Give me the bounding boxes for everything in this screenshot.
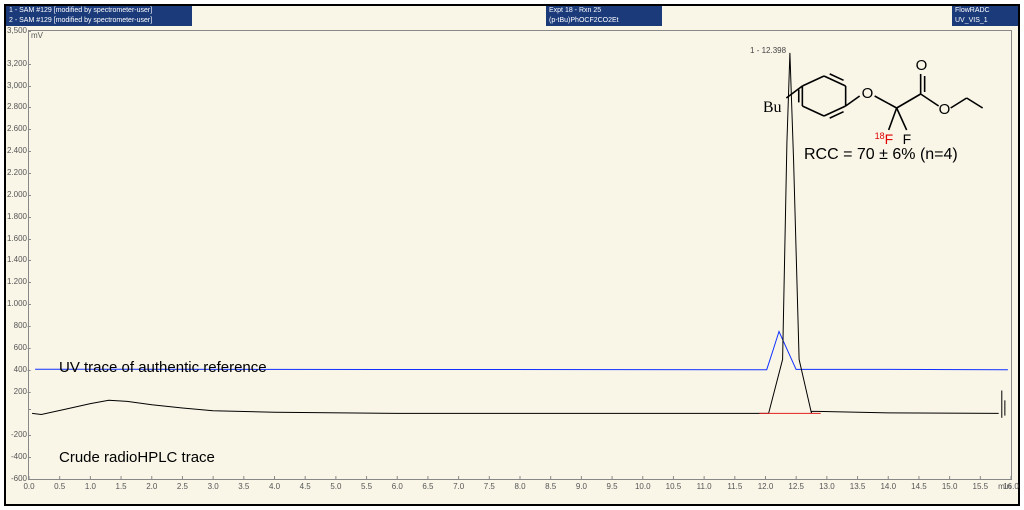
x-tick-label: 12.0 [758,482,774,491]
hdr-row1-center: Expt 18 - Rxn 25 [546,6,662,16]
y-tick-label: 1.800 [7,213,27,221]
x-tick-label: 0.0 [23,482,34,491]
x-tick-label: 10.0 [635,482,651,491]
x-tick-label: 9.0 [576,482,587,491]
x-tick-label: 3.0 [208,482,219,491]
x-tick-label: 4.5 [300,482,311,491]
chromatogram-frame: 1 - SAM #129 [modified by spectrometer-u… [4,4,1020,506]
svg-text:O: O [916,57,928,74]
software-header: 1 - SAM #129 [modified by spectrometer-u… [6,6,1018,26]
x-tick-label: 10.5 [666,482,682,491]
x-tick-label: 11.5 [727,482,742,491]
rcc-value: RCC = 70 ± 6% (n=4) [804,146,958,164]
svg-text:F: F [903,131,912,144]
y-tick-label: 2.400 [7,147,27,155]
y-tick-label: 1.600 [7,235,27,243]
x-tick-label: 8.0 [514,482,525,491]
x-tick-label: 5.0 [330,482,341,491]
x-tick-label: 14.0 [880,482,896,491]
hdr-row1-left: 1 - SAM #129 [modified by spectrometer-u… [6,6,192,16]
x-tick-label: 1.0 [85,482,96,491]
y-tick-label: 1.200 [7,278,27,286]
y-tick-label: 1.400 [7,256,27,264]
chemical-structure: tBu O 18F F O O [764,34,994,144]
x-tick-label: 2.5 [177,482,188,491]
x-tick-label: 2.0 [146,482,157,491]
x-tick-label: 15.0 [942,482,958,491]
svg-text:O: O [862,85,874,102]
x-tick-label: 5.5 [361,482,372,491]
x-tick-label: 13.5 [850,482,866,491]
hdr-row2-right: UV_VIS_1 [952,16,1018,26]
y-tick-label: 3,200 [7,60,27,68]
y-tick-label: 2.800 [7,103,27,111]
x-tick-label: 12.5 [788,482,804,491]
y-tick-label: 2.000 [7,191,27,199]
y-tick-label: 600 [14,344,27,352]
x-tick-label: 14.5 [911,482,927,491]
y-tick-label: 800 [14,322,27,330]
y-tick-label: 200 [14,388,27,396]
hdr-row2-left: 2 - SAM #129 [modified by spectrometer-u… [6,16,192,26]
x-tick-label: 13.0 [819,482,835,491]
y-tick-label: 2.200 [7,169,27,177]
svg-text:18F: 18F [875,131,894,144]
x-tick-label: 16.0 [1003,482,1019,491]
y-tick-label: 1.000 [7,300,27,308]
x-tick-label: 8.5 [545,482,556,491]
x-tick-label: 9.5 [607,482,618,491]
uv-trace-label: UV trace of authentic reference [59,359,267,376]
hdr-row2-center: (p-tBu)PhOCF2CO2Et [546,16,662,26]
y-tick-label: -400 [11,453,27,461]
x-tick-label: 7.0 [453,482,464,491]
y-tick-label: 400 [14,366,27,374]
x-tick-label: 1.5 [116,482,127,491]
svg-text:tBu: tBu [764,99,781,116]
y-tick-label: -200 [11,431,27,439]
y-tick-label: 2.600 [7,125,27,133]
x-tick-label: 6.0 [392,482,403,491]
x-tick-label: 0.5 [54,482,65,491]
x-tick-label: 4.0 [269,482,280,491]
y-tick-label: 3,000 [7,82,27,90]
x-tick-label: 3.5 [238,482,249,491]
x-tick-label: 7.5 [484,482,495,491]
x-tick-label: 15.5 [973,482,989,491]
crude-trace-label: Crude radioHPLC trace [59,449,215,466]
hdr-row1-right: FlowRADC [952,6,1018,16]
x-tick-label: 11.0 [697,482,712,491]
y-tick-label: 3,500 [7,27,27,35]
svg-text:O: O [939,101,951,118]
x-tick-label: 6.5 [422,482,433,491]
